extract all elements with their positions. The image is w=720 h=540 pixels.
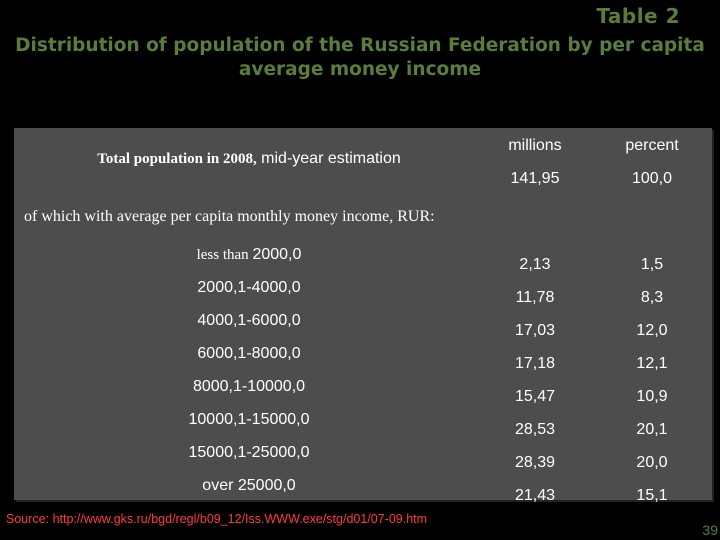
row-label-value: 2000,0: [252, 246, 302, 263]
row-label-value: 4000,1-6000,0: [197, 312, 301, 329]
row-income-range: 2000,1-4000,0: [14, 279, 484, 297]
row-millions: 2,13: [519, 256, 551, 273]
title-line-2: average money income: [238, 59, 482, 80]
row-percent: 12,1: [636, 355, 668, 372]
row-label-value: 10000,1-15000,0: [188, 411, 310, 428]
row-label-value: 8000,1-10000,0: [192, 378, 306, 395]
row-percent: 15,1: [636, 487, 668, 504]
source-line: Source: http://www.gks.ru/bgd/regl/b09_1…: [6, 512, 427, 526]
col-header-millions: millions: [508, 137, 562, 154]
source-label: Source:: [6, 512, 50, 526]
row-millions: 15,47: [514, 388, 556, 405]
row-millions: 28,39: [514, 454, 556, 471]
row-millions: 11,78: [515, 289, 555, 306]
title-line-1: Distribution of population of the Russia…: [15, 35, 705, 56]
total-percent: 100,0: [631, 170, 673, 187]
row-percent: 8,3: [640, 289, 664, 306]
income-table: Total population in 2008, mid-year estim…: [14, 128, 712, 504]
col-header-percent: percent: [625, 137, 679, 154]
row-label-prefix: less than: [196, 247, 253, 263]
total-label-serif: Total population in 2008,: [97, 151, 257, 167]
row-income-range: over 25000,0: [14, 477, 484, 495]
row-millions: 17,18: [514, 355, 556, 372]
row-percent: 10,9: [636, 388, 668, 405]
row-percent: 20,1: [636, 421, 668, 438]
total-label-sans: mid-year estimation: [256, 150, 401, 167]
row-label-value: 6000,1-8000,0: [197, 345, 301, 362]
row-millions: 28,53: [514, 421, 556, 438]
row-millions: 21,43: [514, 487, 556, 504]
of-which-label: of which with average per capita monthly…: [24, 208, 435, 225]
page-number: 39: [702, 522, 718, 538]
row-income-range: 6000,1-8000,0: [14, 345, 484, 363]
total-millions: 141,95: [510, 170, 560, 187]
row-percent: 1,5: [640, 256, 664, 273]
source-url[interactable]: http://www.gks.ru/bgd/regl/b09_12/Iss.WW…: [52, 512, 428, 526]
table-number: Table 2: [596, 4, 680, 28]
page-title: Distribution of population of the Russia…: [0, 34, 720, 82]
row-millions: 17,03: [514, 322, 556, 339]
row-income-range: 10000,1-15000,0: [14, 411, 484, 429]
total-population-label: Total population in 2008, mid-year estim…: [14, 150, 484, 168]
row-percent: 20,0: [636, 454, 668, 471]
row-label-value: 15000,1-25000,0: [188, 444, 310, 461]
row-label-value: 2000,1-4000,0: [197, 279, 301, 296]
row-label-value: over 25000,0: [202, 477, 296, 494]
row-income-range: 15000,1-25000,0: [14, 444, 484, 462]
row-income-range: 4000,1-6000,0: [14, 312, 484, 330]
row-percent: 12,0: [636, 322, 668, 339]
row-income-range: less than 2000,0: [14, 246, 484, 264]
row-income-range: 8000,1-10000,0: [14, 378, 484, 396]
